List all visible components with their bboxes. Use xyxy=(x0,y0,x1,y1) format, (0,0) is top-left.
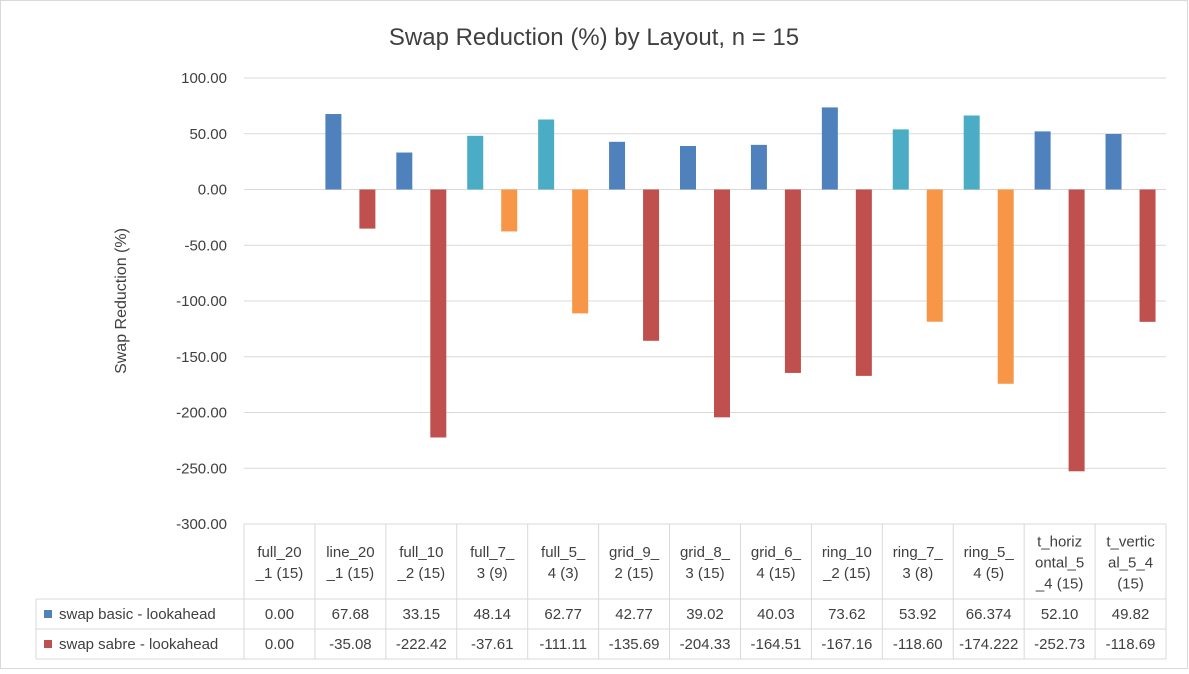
bar-swap-sabre xyxy=(501,189,518,232)
data-label: 49.82 xyxy=(1112,606,1150,623)
bar-swap-sabre xyxy=(430,189,447,438)
bar-swap-sabre xyxy=(997,189,1014,384)
bar-swap-basic xyxy=(821,107,838,190)
data-label: -35.08 xyxy=(329,636,372,653)
x-tick-label: full_5_ xyxy=(541,544,586,561)
bar-swap-basic xyxy=(1034,131,1051,190)
y-tick-label: -50.00 xyxy=(184,237,227,254)
x-tick-label: _1 (15) xyxy=(326,565,375,582)
x-tick-label: 3 (15) xyxy=(685,565,724,582)
data-label: 48.14 xyxy=(473,606,511,623)
data-label: 0.00 xyxy=(265,636,294,653)
legend-label: swap sabre - lookahead xyxy=(59,636,218,653)
bar-swap-sabre xyxy=(1068,189,1085,472)
x-tick-label: (15) xyxy=(1117,576,1144,593)
data-label: -37.61 xyxy=(471,636,514,653)
data-label: 42.77 xyxy=(615,606,653,623)
data-label: 39.02 xyxy=(686,606,724,623)
y-tick-label: 0.00 xyxy=(198,182,227,199)
data-label: 0.00 xyxy=(265,606,294,623)
x-tick-label: ring_5_ xyxy=(964,544,1015,561)
x-tick-label: grid_9_ xyxy=(609,544,660,561)
data-label: 53.92 xyxy=(899,606,937,623)
data-table: full_20 _1 (15) line_20 _1 (15) full_10 _2 (1… xyxy=(35,523,1167,660)
x-tick-label: grid_6_ xyxy=(751,544,802,561)
x-tick-label: grid_8_ xyxy=(680,544,731,561)
data-label: 73.62 xyxy=(828,606,866,623)
data-label: -135.69 xyxy=(609,636,660,653)
bars xyxy=(325,107,1156,472)
y-axis-ticks: 100.00 50.00 0.00 -50.00 -100.00 -150.00 -200.… xyxy=(176,70,227,533)
x-tick-label: 3 (8) xyxy=(902,565,933,582)
bar-swap-sabre xyxy=(359,189,376,229)
legend-swatch xyxy=(44,640,52,648)
x-tick-label: t_vertic xyxy=(1106,534,1155,551)
data-label: -174.222 xyxy=(959,636,1018,653)
data-label: 67.68 xyxy=(332,606,370,623)
y-tick-label: -200.00 xyxy=(176,405,227,422)
y-tick-label: 100.00 xyxy=(181,70,227,87)
bar-swap-basic xyxy=(892,129,909,190)
x-tick-label: _2 (15) xyxy=(822,565,871,582)
bar-swap-sabre xyxy=(855,189,872,376)
bar-swap-basic xyxy=(1105,133,1122,190)
bar-swap-basic xyxy=(750,144,767,190)
y-tick-label: 50.00 xyxy=(189,126,227,143)
data-label: -167.16 xyxy=(821,636,872,653)
data-label: -222.42 xyxy=(396,636,447,653)
data-label: -252.73 xyxy=(1034,636,1085,653)
bar-swap-basic xyxy=(680,145,696,190)
x-tick-label: 3 (9) xyxy=(477,565,508,582)
x-tick-label: 2 (15) xyxy=(614,565,653,582)
gridlines xyxy=(244,77,1166,469)
y-axis-label: Swap Reduction (%) xyxy=(113,228,130,374)
x-tick-label: 4 (5) xyxy=(973,565,1004,582)
data-label: 66.374 xyxy=(966,606,1012,623)
bar-swap-sabre xyxy=(572,189,589,314)
x-tick-label: _4 (15) xyxy=(1035,576,1084,593)
x-tick-label: al_5_4 xyxy=(1108,555,1153,572)
bar-swap-basic xyxy=(396,152,413,190)
x-tick-label: _1 (15) xyxy=(255,565,304,582)
data-label: 33.15 xyxy=(403,606,441,623)
x-tick-label: 4 (3) xyxy=(548,565,579,582)
x-tick-label: line_20 xyxy=(326,544,374,561)
bar-swap-sabre xyxy=(714,189,730,418)
bar-swap-sabre xyxy=(926,189,943,322)
bar-swap-basic xyxy=(325,114,342,190)
y-tick-label: -250.00 xyxy=(176,460,227,477)
x-tick-label: ring_10 xyxy=(822,544,872,561)
data-label: -118.60 xyxy=(893,636,943,653)
chart-title: Swap Reduction (%) by Layout, n = 15 xyxy=(389,24,799,51)
bar-swap-sabre xyxy=(784,189,801,373)
data-label: -111.11 xyxy=(539,636,587,653)
y-tick-label: -100.00 xyxy=(176,293,227,310)
x-tick-label: t_horiz xyxy=(1037,534,1082,551)
x-tick-label: 4 (15) xyxy=(756,565,795,582)
x-tick-label: _2 (15) xyxy=(397,565,446,582)
x-tick-label: full_10 xyxy=(399,544,443,561)
x-tick-label: full_7_ xyxy=(470,544,515,561)
data-label: 40.03 xyxy=(757,606,795,623)
bar-swap-sabre xyxy=(1139,189,1156,322)
bar-swap-basic xyxy=(609,141,626,190)
data-label: -164.51 xyxy=(750,636,801,653)
bar-swap-sabre xyxy=(643,189,660,341)
legend-label: swap basic - lookahead xyxy=(59,606,216,623)
data-label: -118.69 xyxy=(1106,636,1156,653)
bar-swap-basic xyxy=(963,115,980,190)
y-tick-label: -150.00 xyxy=(176,349,227,366)
x-tick-label: ring_7_ xyxy=(893,544,944,561)
legend-swatch xyxy=(44,610,52,618)
x-tick-label: full_20 xyxy=(257,544,301,561)
data-label: 52.10 xyxy=(1041,606,1079,623)
bar-swap-basic xyxy=(538,119,555,190)
data-label: -204.33 xyxy=(680,636,731,653)
data-label: 62.77 xyxy=(544,606,582,623)
y-tick-label: -300.00 xyxy=(176,516,227,533)
x-tick-label: ontal_5 xyxy=(1035,555,1084,572)
bar-swap-basic xyxy=(467,135,484,190)
